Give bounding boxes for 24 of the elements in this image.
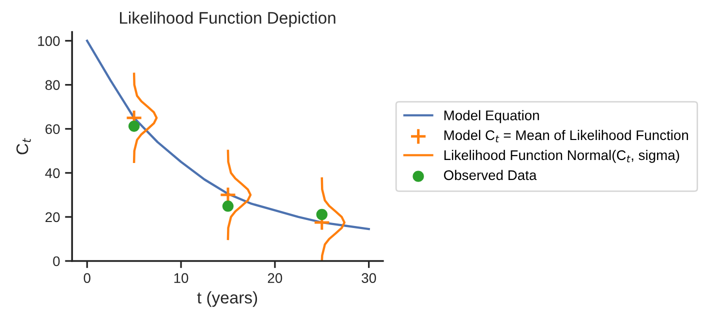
chart-title: Likelihood Function Depiction	[120, 12, 336, 28]
line-series	[226, 150, 252, 240]
x-axis-title: t (years)	[197, 291, 258, 307]
y-tick-label: 80	[45, 80, 60, 90]
x-tick-label: 20	[268, 273, 282, 283]
y-tick-label: 40	[45, 168, 60, 178]
line-series	[320, 177, 346, 261]
legend-label: Model Equation	[444, 110, 539, 124]
legend-label: Observed Data	[444, 170, 537, 180]
x-tick-label: 10	[174, 273, 188, 283]
y-tick-label: 20	[46, 212, 60, 222]
legend-label: Likelihood Function Normal(C$_{t}$, sigma)	[444, 150, 680, 163]
line-series	[132, 72, 158, 164]
y-tick-label: 0	[53, 256, 60, 266]
y-tick-label: 100	[38, 36, 60, 46]
x-tick-label: 30	[362, 273, 376, 283]
x-tick-label: 0	[84, 273, 90, 283]
point	[316, 208, 328, 220]
y-tick-label: 60	[46, 124, 60, 134]
point	[222, 200, 234, 212]
legend-label: Model C$_{t}$ = Mean of Likelihood Function	[444, 130, 688, 142]
line-series	[86, 40, 370, 230]
point	[128, 120, 140, 132]
y-axis-title: C$_{t}$	[16, 138, 31, 154]
